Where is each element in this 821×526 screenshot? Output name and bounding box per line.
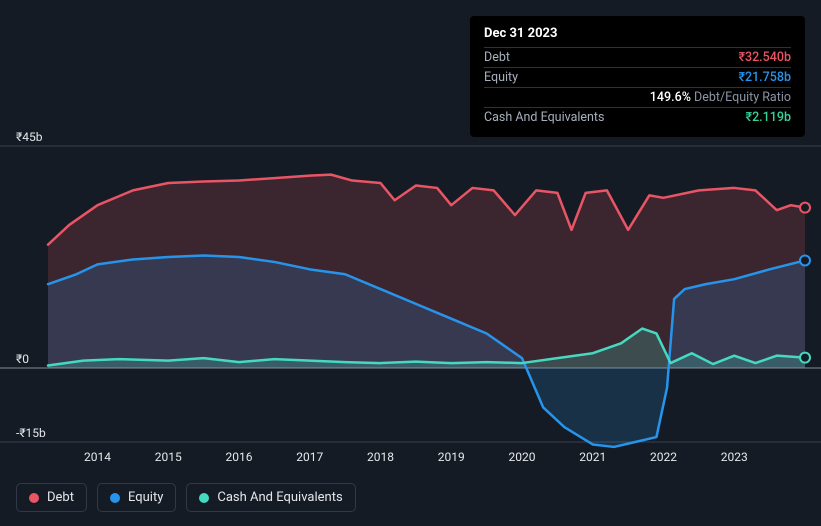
x-axis-label: 2017 — [296, 450, 323, 464]
x-axis-label: 2014 — [84, 450, 111, 464]
legend-swatch — [199, 493, 209, 503]
x-axis-label: 2015 — [155, 450, 182, 464]
legend-item[interactable]: Equity — [97, 483, 176, 512]
tooltip-row: Debt ₹32.540b — [484, 47, 791, 67]
y-axis-label: -₹15b — [16, 426, 46, 440]
legend-swatch — [29, 493, 39, 503]
tooltip-title: Dec 31 2023 — [484, 26, 791, 41]
x-axis-label: 2022 — [650, 450, 677, 464]
legend-item[interactable]: Cash And Equivalents — [186, 483, 355, 512]
tooltip-row: Cash And Equivalents ₹2.119b — [484, 107, 791, 127]
x-axis-label: 2020 — [509, 450, 536, 464]
legend-label: Equity — [128, 490, 163, 505]
tooltip-row-value: ₹21.758b — [738, 70, 791, 85]
marker-debt — [800, 203, 810, 213]
y-axis-label: ₹0 — [16, 352, 29, 366]
legend-label: Debt — [47, 490, 74, 505]
tooltip-row-label: Cash And Equivalents — [484, 110, 604, 125]
tooltip-row: 149.6% Debt/Equity Ratio — [484, 87, 791, 107]
marker-equity — [800, 255, 810, 265]
tooltip-row-value: ₹2.119b — [746, 110, 791, 125]
legend-item[interactable]: Debt — [16, 483, 87, 512]
chart-tooltip: Dec 31 2023 Debt ₹32.540b Equity ₹21.758b 14… — [470, 16, 805, 137]
tooltip-row-value: ₹32.540b — [738, 50, 791, 65]
y-axis-label: ₹45b — [16, 130, 42, 144]
x-axis-label: 2021 — [579, 450, 606, 464]
x-axis-label: 2019 — [438, 450, 465, 464]
marker-cash-and-equivalents — [800, 353, 810, 363]
tooltip-row-value: 149.6% Debt/Equity Ratio — [650, 90, 791, 105]
legend-label: Cash And Equivalents — [217, 490, 342, 505]
x-axis-label: 2023 — [721, 450, 748, 464]
tooltip-row: Equity ₹21.758b — [484, 67, 791, 87]
chart-legend: Debt Equity Cash And Equivalents — [16, 483, 356, 512]
tooltip-row-label: Equity — [484, 70, 518, 85]
x-axis-label: 2016 — [226, 450, 253, 464]
x-axis-label: 2018 — [367, 450, 394, 464]
tooltip-row-label: Debt — [484, 50, 510, 65]
legend-swatch — [110, 493, 120, 503]
